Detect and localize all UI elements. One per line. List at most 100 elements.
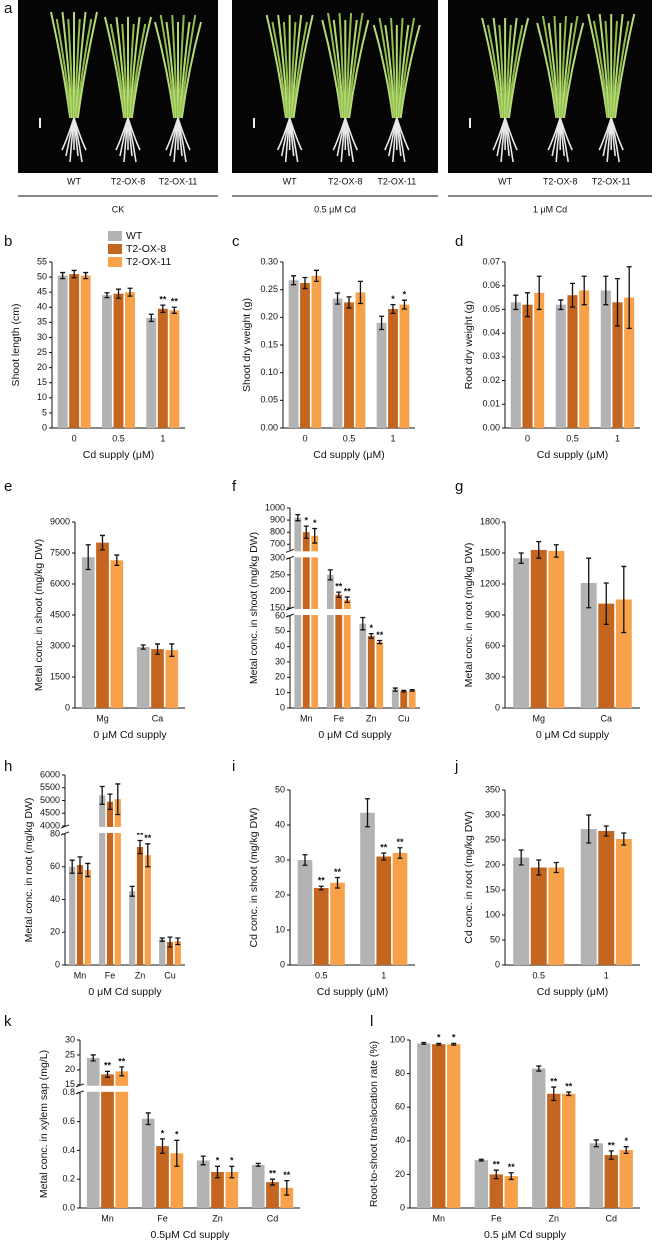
significance: * (452, 1033, 456, 1043)
panel-letter: c (232, 233, 240, 250)
plant-leaf (332, 19, 345, 119)
significance: ** (344, 586, 352, 596)
bar (115, 1071, 129, 1208)
y-tick-label: 40 (37, 302, 47, 312)
significance: * (230, 1156, 234, 1166)
x-axis-label: Cd supply (μM) (317, 986, 388, 998)
y-tick-label: 50 (490, 934, 500, 944)
panel-letter: i (232, 758, 235, 775)
x-tick-label: Zn (548, 1213, 559, 1223)
error-bar (615, 277, 620, 327)
bar (344, 302, 354, 428)
plant-leaf (384, 24, 396, 119)
axis-break (61, 826, 185, 833)
bar (408, 690, 416, 708)
bar (110, 560, 124, 708)
genotype-label: T2-OX-8 (111, 176, 146, 186)
plant-leaf (492, 17, 505, 119)
bar (600, 290, 611, 428)
y-axis-label: Metal conc. in shoot (mg/kg DW) (33, 539, 45, 691)
plant-leaf (67, 18, 75, 119)
bar (376, 322, 387, 428)
y-tick-label: 25 (65, 1049, 75, 1059)
x-tick-label: Mn (300, 713, 313, 723)
axis-break (286, 609, 420, 615)
y-tick-label: 9000 (50, 516, 70, 526)
error-bar (401, 299, 407, 310)
error-bar (99, 785, 105, 805)
significance: ** (118, 1056, 126, 1066)
error-bar (160, 1138, 165, 1154)
plant-leaf (171, 14, 179, 119)
plant-leaf (74, 11, 87, 119)
bar (69, 274, 80, 428)
significance: * (161, 1128, 165, 1138)
axis-break (286, 551, 420, 558)
significance: * (369, 623, 373, 633)
group-label: 0.5 μM Cd (314, 204, 356, 214)
error-bar (107, 793, 113, 811)
x-tick-label: 1 (381, 970, 386, 980)
y-tick-label: 0.30 (260, 256, 278, 266)
bar (101, 1074, 114, 1208)
plant-leaf (611, 20, 618, 119)
x-tick-label: Fe (105, 970, 116, 980)
error-bar (344, 596, 350, 604)
error-bar (200, 1155, 206, 1166)
plant-leaf (109, 23, 127, 119)
plant-leaf (399, 24, 421, 119)
plant-leaf (127, 23, 135, 119)
y-tick-label: 0.07 (482, 256, 500, 266)
plant-root (177, 117, 191, 151)
plant-leaf (128, 16, 141, 119)
bar (359, 623, 367, 708)
y-tick-label: 80 (395, 1068, 405, 1078)
bar (612, 302, 623, 428)
bar (330, 882, 345, 965)
error-bar (104, 292, 110, 299)
y-tick-label: 30 (275, 656, 285, 666)
y-tick-label: 0.20 (260, 312, 278, 322)
error-bar (77, 856, 83, 874)
plant-leaf (390, 17, 397, 119)
x-tick-label: 0.5 (532, 970, 545, 980)
plant-leaf (271, 21, 288, 119)
y-tick-label: 55 (37, 256, 47, 266)
error-bar (360, 616, 366, 631)
scale-bar (39, 118, 41, 128)
plant-leaf (396, 17, 404, 119)
bar (159, 939, 166, 965)
y-tick-label: 0.00 (482, 422, 500, 432)
bar (579, 290, 590, 428)
plant-root (504, 117, 518, 151)
error-bar (508, 1172, 514, 1181)
x-tick-label: 1 (390, 433, 395, 443)
y-tick-label: 0.8 (62, 1087, 75, 1097)
plant-leaf (327, 12, 344, 119)
genotype-label: T2-OX-11 (159, 176, 198, 186)
error-bar (60, 271, 66, 280)
error-bar (381, 852, 387, 861)
bar (141, 1118, 155, 1208)
bar (326, 574, 334, 708)
y-tick-label: 80 (50, 828, 60, 838)
legend-label: T2-OX-8 (126, 243, 166, 255)
plant-leaf (291, 21, 308, 119)
error-bar (116, 288, 121, 299)
error-bar (558, 299, 564, 311)
bar (211, 1172, 224, 1208)
y-tick-label: 40 (275, 819, 285, 829)
x-tick-label: Mg (96, 713, 109, 723)
significance: ** (493, 1160, 501, 1170)
error-bar (536, 1065, 542, 1072)
plant-leaf (159, 14, 177, 119)
error-bar (536, 540, 542, 559)
bar (297, 860, 313, 965)
x-tick-label: Zn (212, 1213, 223, 1223)
error-bar (593, 1139, 599, 1148)
scale-bar (253, 118, 255, 128)
x-tick-label: 0.5 (566, 433, 579, 443)
plant-leaf (592, 20, 610, 119)
bar (615, 599, 632, 708)
y-axis-label: Shoot dry weight (g) (241, 298, 253, 392)
